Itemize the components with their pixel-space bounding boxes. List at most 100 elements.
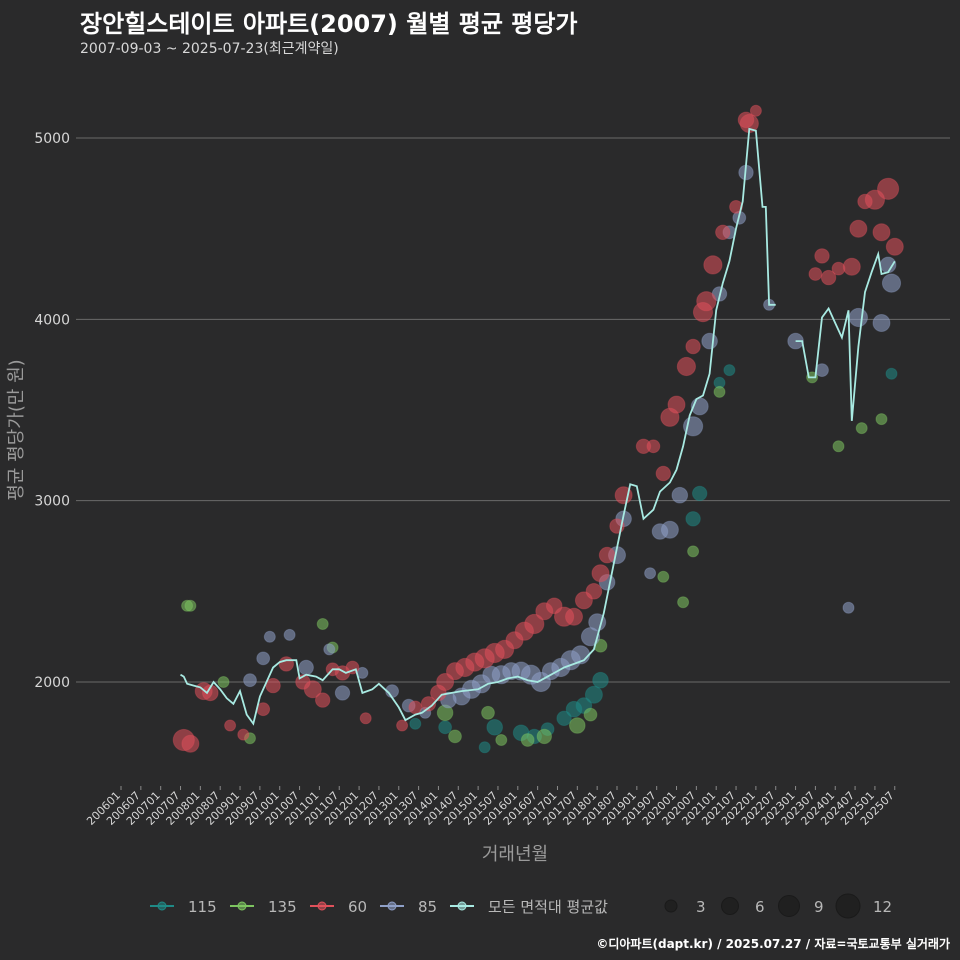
bubble-60 [181,734,200,753]
bubble-60 [667,395,686,414]
x-axis-title: 거래년월 [482,844,548,865]
bubble-60 [359,712,372,725]
bubble-115 [885,367,898,380]
bubble-60 [303,680,322,699]
y-axis-title: 평균 평당가(만 원) [6,359,27,500]
bubble-60 [646,439,661,454]
bubble-85 [243,673,257,688]
scatter-points [172,104,904,754]
bubble-85 [644,567,657,580]
y-tick-label: 3000 [34,494,70,510]
bubble-60 [729,200,743,214]
bubble-135 [832,440,845,453]
legend-size-circle [721,897,739,915]
bubble-60 [877,177,900,200]
bubble-60 [436,673,455,691]
bubble-60 [849,219,868,238]
bubble-60 [685,338,701,355]
bubble-85 [263,630,276,643]
legend-dot-135 [237,901,247,911]
bubble-135 [448,729,462,744]
bubble-60 [814,248,830,264]
y-tick-label: 4000 [34,312,70,328]
bubble-115 [584,685,603,704]
legend-size-label: 12 [873,898,892,916]
bubble-115 [409,717,422,730]
bubble-60 [598,546,616,564]
bubble-85 [701,332,718,350]
bubble-60 [872,223,891,242]
bubble-60 [591,564,610,583]
average-line-segment [795,250,896,421]
bubble-60 [820,269,837,286]
bubble-60 [315,692,331,708]
bubble-85 [660,520,679,539]
legend-size-circle [835,893,861,919]
legend-size-label: 9 [814,898,824,916]
bubble-135 [217,676,230,688]
bubble-135 [536,728,552,745]
bubble-85 [848,307,869,328]
legend-label-135: 135 [268,898,297,916]
bubble-135 [657,570,670,583]
bubble-115 [685,511,701,527]
bubble-135 [569,717,586,734]
average-line-segment [180,127,776,726]
legend-label-avg: 모든 면적대 평균값 [488,898,608,916]
bubble-60 [565,607,583,626]
bubble-85 [881,273,902,293]
bubble-60 [278,656,294,672]
y-tick-label: 2000 [34,675,70,691]
chart-subtitle: 2007-09-03 ~ 2025-07-23(최근계약일) [80,41,339,57]
bubble-85 [588,613,607,632]
bubble-60 [808,267,823,281]
bubble-60 [420,696,437,712]
bubble-135 [583,707,598,722]
bubble-135 [316,618,329,630]
bubble-115 [723,364,736,377]
bubble-115 [692,485,708,502]
legend: 115 135 60 85 모든 면적대 평균값 3 6 9 12 [150,893,892,919]
legend-dot-avg [457,901,467,911]
bubble-85 [580,627,601,647]
bubble-60 [831,261,846,276]
bubble-85 [671,486,689,504]
bubble-60 [715,224,731,241]
bubble-60 [237,728,250,741]
bubble-135 [875,413,888,426]
bubble-60 [703,255,723,275]
bubble-85 [323,643,336,656]
bubble-85 [842,601,855,614]
bubble-135 [184,599,197,612]
chart-title: 장안힐스테이트 아파트(2007) 월별 평균 평당가 [80,10,578,38]
bubble-60 [224,719,237,732]
bubble-85 [334,685,351,701]
bubble-85 [283,628,296,641]
legend-size-circle [778,895,800,917]
bubble-60 [676,356,697,377]
bubble-135 [495,734,508,746]
legend-dot-115 [157,901,167,911]
bubble-85 [872,314,891,332]
bubble-60 [749,104,762,117]
bubble-60 [842,257,861,276]
x-axis-ticks: 2006012006072007012007072008012008072009… [84,786,897,828]
grid-lines [76,137,950,683]
bubble-60 [655,465,671,482]
bubble-135 [687,545,700,558]
bubble-60 [202,684,219,702]
y-tick-label: 5000 [34,131,70,147]
credit-text: ©디아파트(dapt.kr) / 2025.07.27 / 자료=국토교통부 실… [596,937,950,951]
bubble-135 [677,596,690,609]
bubble-85 [256,651,271,666]
bubble-115 [556,710,572,726]
bubble-115 [478,741,491,754]
legend-size-label: 6 [755,898,765,916]
legend-label-85: 85 [418,898,437,916]
bubble-60 [396,719,409,732]
bubble-60 [696,291,717,312]
bubble-135 [855,422,868,435]
bubble-60 [408,700,423,715]
bubble-115 [486,719,504,736]
